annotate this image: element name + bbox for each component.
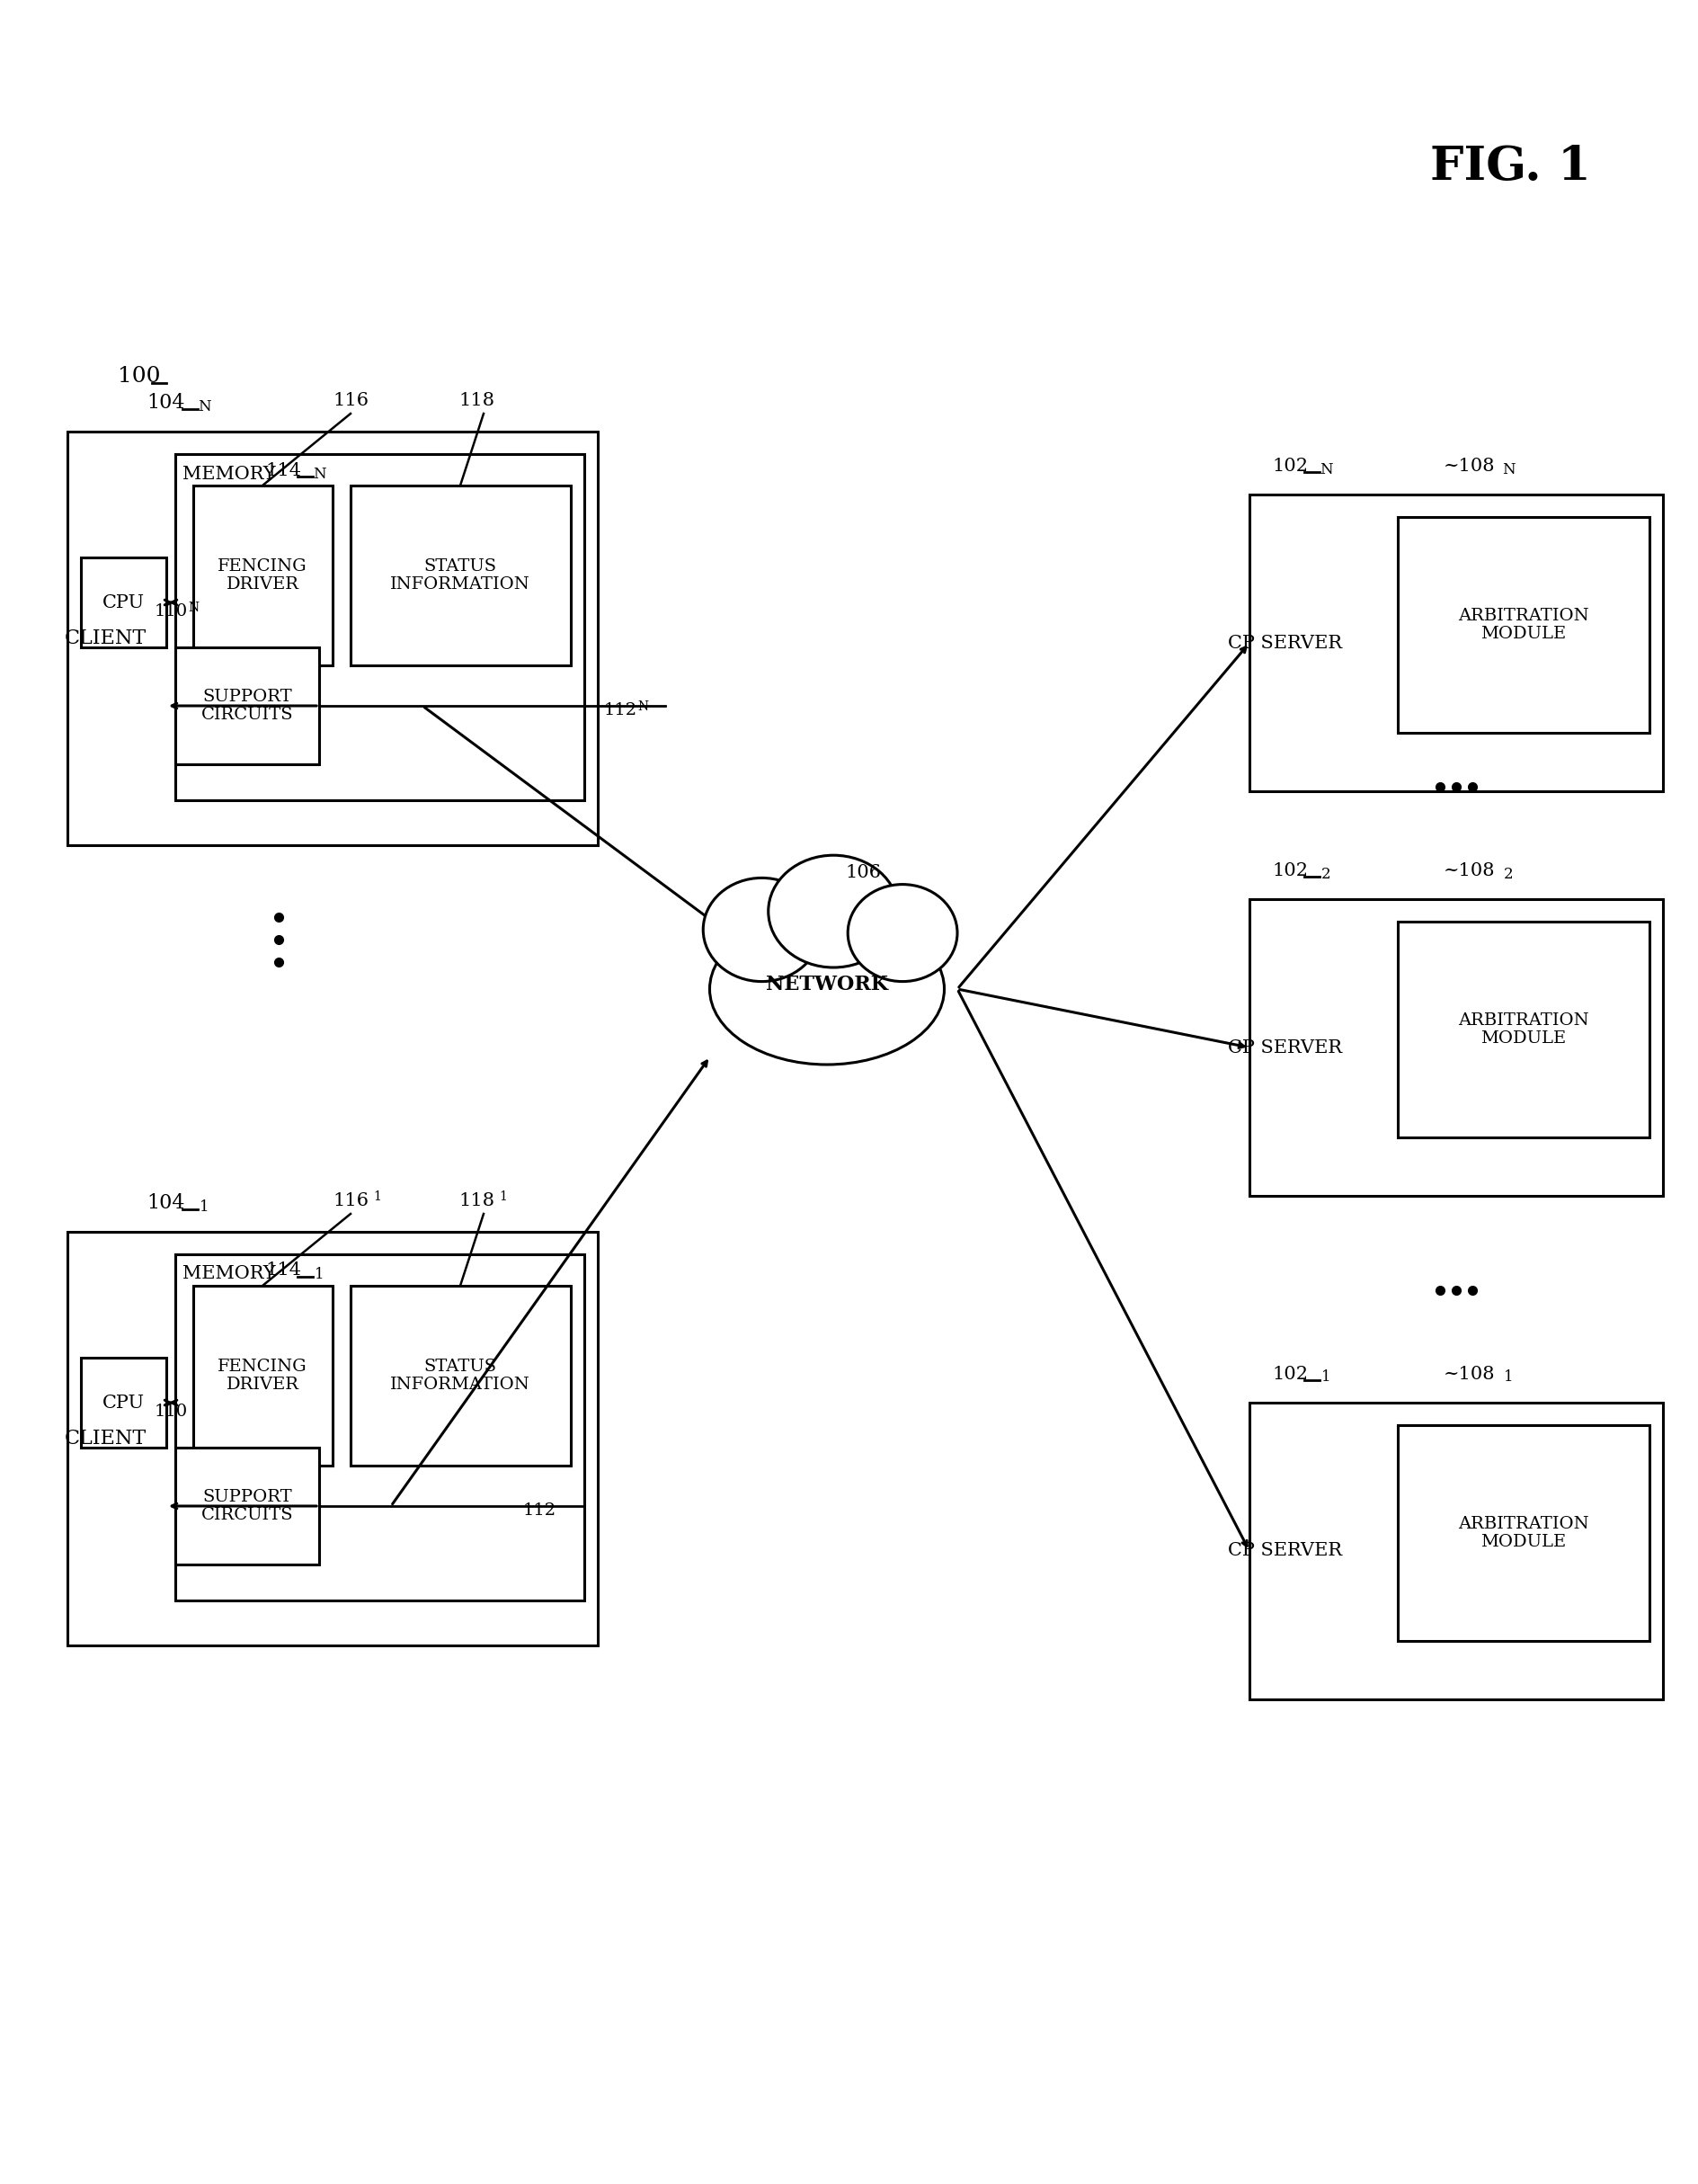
Text: 1: 1 (314, 1267, 324, 1282)
Text: 1: 1 (374, 1190, 382, 1203)
Ellipse shape (710, 913, 944, 1064)
Text: CPU: CPU (102, 594, 144, 612)
Text: 110: 110 (155, 603, 187, 620)
Text: 104: 104 (148, 393, 185, 413)
Text: STATUS
INFORMATION: STATUS INFORMATION (391, 557, 530, 592)
Text: CLIENT: CLIENT (65, 1428, 146, 1448)
Text: ARBITRATION
MODULE: ARBITRATION MODULE (1457, 1011, 1588, 1046)
Text: MEMORY: MEMORY (183, 1265, 275, 1282)
Text: 1: 1 (199, 1199, 209, 1214)
Text: NETWORK: NETWORK (766, 974, 888, 994)
Text: ARBITRATION
MODULE: ARBITRATION MODULE (1457, 1516, 1588, 1551)
Text: ~108: ~108 (1443, 863, 1494, 878)
Ellipse shape (847, 885, 956, 981)
Bar (1248, 494, 1662, 791)
Text: 1: 1 (499, 1190, 508, 1203)
Text: N: N (1319, 461, 1331, 476)
Bar (1397, 922, 1649, 1138)
Text: 1: 1 (1321, 1369, 1330, 1385)
Text: 102: 102 (1272, 456, 1307, 474)
Text: 114: 114 (265, 1262, 301, 1280)
Bar (175, 646, 319, 764)
Text: CP SERVER: CP SERVER (1228, 1542, 1341, 1559)
Text: 104: 104 (148, 1192, 185, 1212)
Bar (194, 485, 333, 666)
Text: FENCING
DRIVER: FENCING DRIVER (217, 557, 307, 592)
Text: N: N (188, 601, 199, 614)
Text: CLIENT: CLIENT (65, 629, 146, 649)
Ellipse shape (767, 856, 898, 968)
Bar (1248, 1402, 1662, 1699)
Text: 112: 112 (523, 1503, 555, 1518)
Text: CPU: CPU (102, 1393, 144, 1411)
Text: ARBITRATION
MODULE: ARBITRATION MODULE (1457, 607, 1588, 642)
Text: N: N (312, 465, 326, 480)
Bar (350, 1286, 571, 1465)
Bar (82, 557, 166, 646)
Text: 116: 116 (333, 391, 368, 408)
Bar (175, 1448, 319, 1564)
Bar (175, 454, 584, 799)
Text: ~108: ~108 (1443, 456, 1494, 474)
Bar (1248, 900, 1662, 1197)
Text: FIG. 1: FIG. 1 (1430, 144, 1589, 190)
Text: FENCING
DRIVER: FENCING DRIVER (217, 1358, 307, 1393)
Bar (194, 1286, 333, 1465)
Text: ~108: ~108 (1443, 1365, 1494, 1382)
Text: STATUS
INFORMATION: STATUS INFORMATION (391, 1358, 530, 1393)
Text: 112: 112 (603, 703, 637, 719)
Text: 110: 110 (155, 1404, 187, 1420)
Ellipse shape (703, 878, 820, 981)
Text: SUPPORT
CIRCUITS: SUPPORT CIRCUITS (200, 1489, 294, 1524)
Text: 102: 102 (1272, 863, 1307, 878)
Text: N: N (1501, 461, 1515, 476)
Text: SUPPORT
CIRCUITS: SUPPORT CIRCUITS (200, 688, 294, 723)
Text: 100: 100 (117, 365, 161, 387)
Text: 106: 106 (844, 863, 881, 880)
Bar (82, 1358, 166, 1448)
Bar (350, 485, 571, 666)
Text: N: N (197, 400, 211, 415)
Bar (175, 1254, 584, 1601)
Bar (68, 1232, 598, 1645)
Text: 114: 114 (265, 461, 301, 478)
Text: 116: 116 (333, 1192, 368, 1210)
Text: MEMORY: MEMORY (183, 465, 275, 483)
Bar (68, 432, 598, 845)
Bar (1397, 518, 1649, 734)
Text: CP SERVER: CP SERVER (1228, 1040, 1341, 1057)
Text: 1: 1 (1503, 1369, 1513, 1385)
Text: 2: 2 (1321, 867, 1330, 882)
Text: 2: 2 (1503, 867, 1513, 882)
Text: 118: 118 (458, 391, 494, 408)
Text: N: N (637, 701, 649, 712)
Text: 102: 102 (1272, 1365, 1307, 1382)
Text: 118: 118 (458, 1192, 494, 1210)
Text: CP SERVER: CP SERVER (1228, 633, 1341, 651)
Bar (1397, 1426, 1649, 1640)
